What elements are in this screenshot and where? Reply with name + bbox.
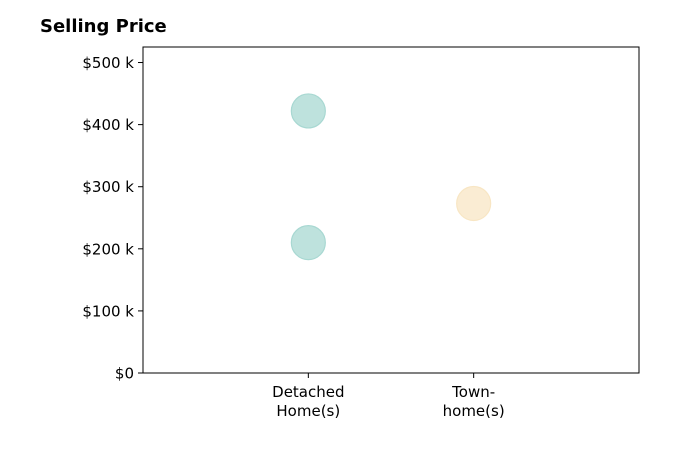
x-tick-label: Home(s)	[276, 402, 340, 420]
y-tick-label: $400 k	[82, 116, 134, 134]
x-tick-label: Town-	[451, 383, 495, 401]
x-tick-label: home(s)	[443, 402, 505, 420]
plot-frame	[142, 46, 640, 374]
data-point	[456, 185, 492, 222]
data-point	[290, 225, 326, 261]
y-tick-label: $300 k	[82, 178, 134, 196]
y-tick-label: $0	[115, 365, 134, 383]
data-points	[290, 93, 492, 261]
y-tick-label: $200 k	[82, 240, 134, 258]
y-axis: $0 $100 k $200 k $300 k $400 k $500 k	[82, 54, 143, 383]
y-tick-label: $500 k	[82, 54, 134, 72]
data-point	[290, 93, 326, 129]
x-tick-label: Detached	[272, 383, 344, 401]
chart-title: Selling Price	[40, 16, 167, 37]
y-tick-label: $100 k	[82, 302, 134, 320]
